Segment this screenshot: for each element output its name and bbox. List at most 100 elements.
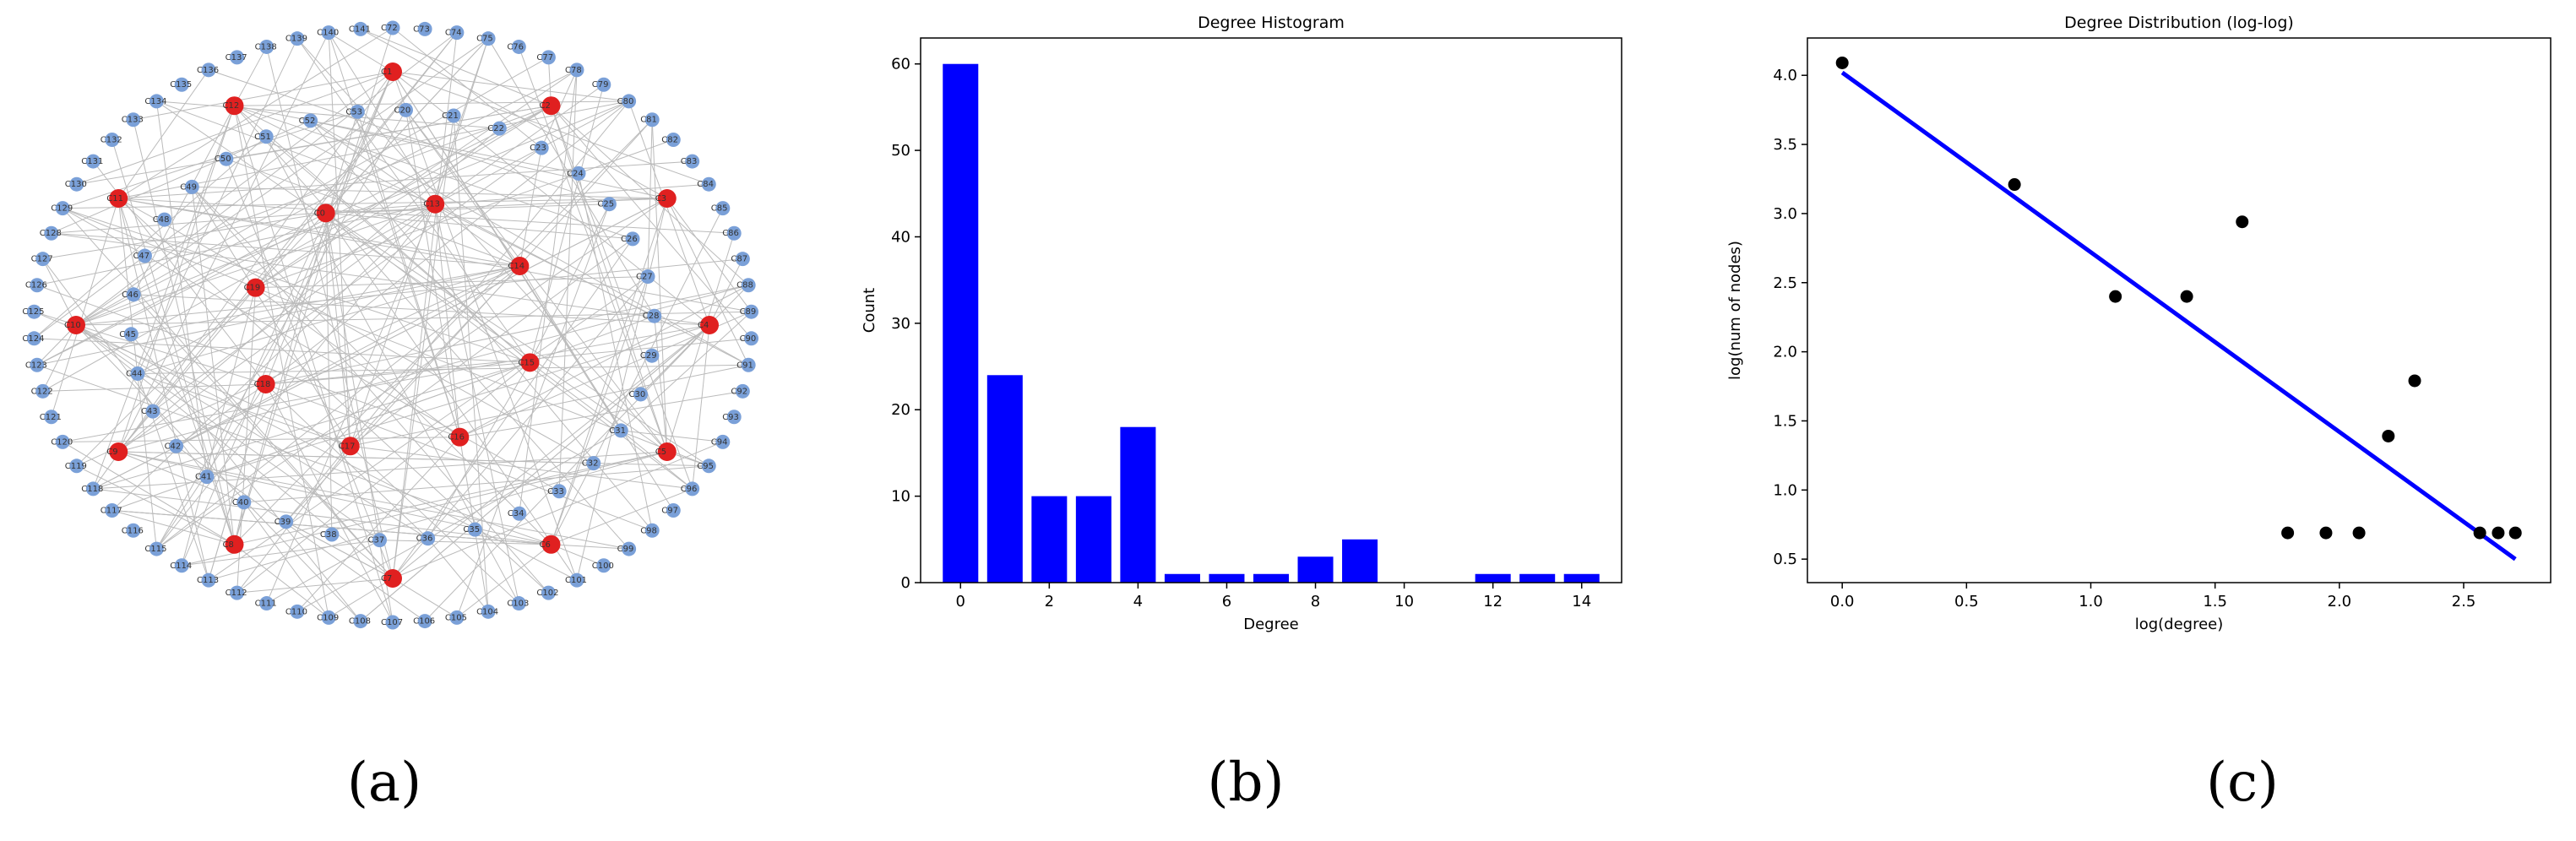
network-node: [417, 21, 432, 36]
network-edge: [75, 324, 380, 541]
scatter-point: [2180, 290, 2193, 303]
network-edge: [118, 100, 629, 199]
network-edge: [36, 105, 552, 366]
scatter-point: [2382, 429, 2395, 442]
network-node-label: C120: [51, 437, 73, 447]
y-tick-label: 3.0: [1773, 205, 1797, 223]
network-node-label: C126: [25, 281, 47, 290]
network-graph: C72 C73 C74 C75 C76 C77 C78 C79 C80 C81 C82 C83 C84 C…: [22, 20, 759, 630]
network-edge: [75, 311, 752, 326]
network-node: [303, 113, 318, 128]
network-edge: [62, 208, 256, 289]
network-edge: [155, 203, 436, 550]
network-hub-node: [700, 316, 719, 334]
network-edge: [392, 71, 710, 326]
x-tick-label: 8: [1311, 593, 1320, 610]
network-node: [230, 585, 245, 600]
network-edge: [435, 100, 629, 205]
network-node: [169, 438, 184, 453]
network-edge: [310, 120, 653, 531]
network-edge: [131, 265, 520, 335]
network-node: [744, 331, 759, 346]
network-edge: [427, 538, 489, 612]
network-node-label: C82: [661, 136, 678, 145]
network-edge: [226, 158, 520, 267]
network-edge: [234, 544, 329, 618]
network-node: [640, 269, 655, 285]
network-node-label: C115: [144, 545, 166, 554]
network-edge: [651, 119, 668, 453]
network-node: [633, 387, 649, 402]
network-edge: [265, 136, 530, 363]
network-edge: [155, 383, 267, 550]
network-edge: [118, 198, 752, 312]
network-edge: [144, 105, 552, 257]
x-tick-label: 2: [1045, 593, 1054, 610]
network-edge: [62, 208, 530, 363]
network-node: [446, 108, 461, 123]
network-node: [541, 50, 556, 65]
network-edge: [392, 32, 458, 579]
network-edge: [152, 287, 256, 412]
network-edge: [236, 445, 351, 594]
network-node-label: C112: [226, 589, 247, 598]
network-node: [735, 383, 750, 399]
scatter-point: [2492, 526, 2505, 540]
histogram-bar: [1253, 573, 1290, 583]
network-node: [625, 231, 640, 247]
network-node: [372, 533, 388, 548]
y-tick-label: 0: [901, 574, 910, 592]
network-node: [30, 278, 45, 293]
network-nodes: C72 C73 C74 C75 C76 C77 C78 C79 C80 C81 C82 C83 C84 C…: [22, 20, 759, 630]
network-edge: [325, 213, 333, 535]
network-node-label: C108: [349, 617, 371, 627]
network-edge: [529, 203, 610, 363]
y-axis-label: log(num of nodes): [1726, 241, 1744, 380]
network-node-label: C138: [255, 42, 277, 52]
network-edge: [459, 311, 752, 438]
network-node-label: C40: [232, 498, 249, 507]
network-edge: [621, 430, 723, 442]
network-node-label: C41: [195, 473, 212, 482]
network-node-label: C44: [126, 369, 143, 378]
network-hub-label: C8: [223, 540, 234, 550]
network-edge: [236, 578, 394, 594]
network-node-label: C38: [320, 530, 337, 540]
network-node-label: C103: [507, 600, 529, 609]
network-node: [481, 604, 496, 619]
network-edge: [51, 198, 119, 417]
network-hub-label: C2: [540, 101, 551, 111]
network-node: [201, 62, 216, 78]
network-node: [85, 481, 101, 496]
histogram-bar: [1209, 573, 1245, 583]
network-node: [259, 596, 274, 611]
scatter-point: [2281, 526, 2295, 540]
histogram-bar: [1075, 496, 1111, 583]
network-edge: [76, 71, 394, 185]
network-edge: [392, 115, 454, 579]
network-edge: [191, 187, 235, 545]
network-node: [701, 458, 716, 474]
network-edge: [34, 338, 530, 363]
network-edge: [182, 451, 667, 567]
network-edge: [255, 139, 674, 289]
network-node: [449, 610, 465, 625]
network-edge: [325, 212, 709, 467]
network-hub-node: [246, 278, 265, 297]
network-edge: [42, 212, 326, 260]
histogram-bar: [1563, 573, 1600, 583]
network-node-label: C104: [476, 607, 498, 616]
network-node: [259, 39, 274, 54]
network-hub-node: [383, 569, 402, 588]
network-node: [149, 94, 164, 109]
network-node: [137, 248, 152, 263]
network-hub-label: C12: [223, 101, 240, 111]
network-node-label: C80: [617, 97, 634, 106]
network-edge: [530, 361, 622, 431]
network-edge: [75, 100, 629, 326]
network-edge: [325, 213, 578, 581]
caption-c: (c): [2206, 751, 2279, 814]
network-edge: [176, 445, 426, 621]
network-edge: [117, 69, 209, 199]
network-node: [552, 484, 567, 499]
